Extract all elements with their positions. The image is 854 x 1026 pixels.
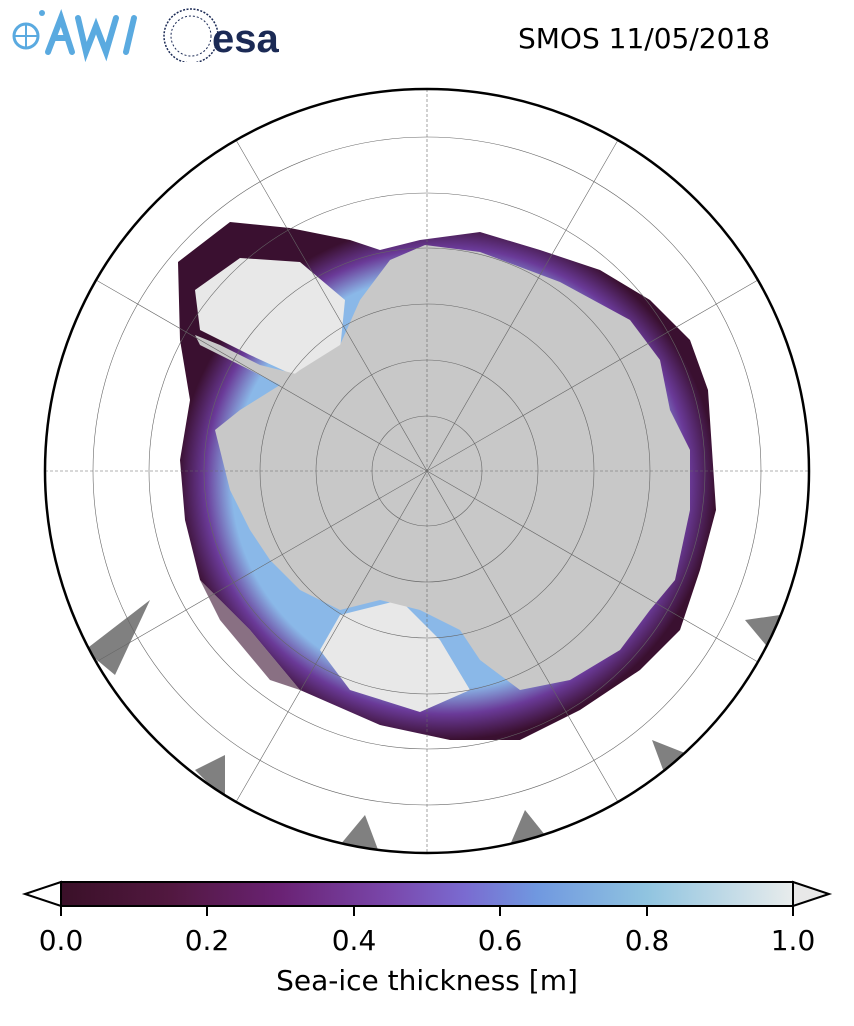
colorbar-extend-low <box>21 880 62 908</box>
colorbar-tick-label: 1.0 <box>770 924 816 957</box>
colorbar-ticks <box>60 906 794 916</box>
svg-text:esa: esa <box>212 17 279 61</box>
colorbar-tick-label: 0.2 <box>184 924 230 957</box>
map-title: SMOS 11/05/2018 <box>518 22 771 55</box>
awi-logo <box>12 8 137 63</box>
colorbar-tick-label: 0.6 <box>477 924 523 957</box>
colorbar-tick-label: 0.8 <box>624 924 670 957</box>
colorbar-label: Sea-ice thickness [m] <box>276 964 578 997</box>
logos: esa <box>6 6 306 66</box>
colorbar-extend-high <box>792 880 833 908</box>
colorbar-tick-label: 0.4 <box>331 924 377 957</box>
colorbar-tick-label: 0.0 <box>38 924 84 957</box>
colorbar-gradient <box>60 881 794 907</box>
map-boundary <box>43 87 811 855</box>
ross-thick-ice <box>320 600 470 712</box>
graticule <box>45 89 809 853</box>
antarctica-land <box>215 245 690 690</box>
weddell-thick-ice <box>195 258 345 378</box>
colorbar <box>21 880 833 916</box>
